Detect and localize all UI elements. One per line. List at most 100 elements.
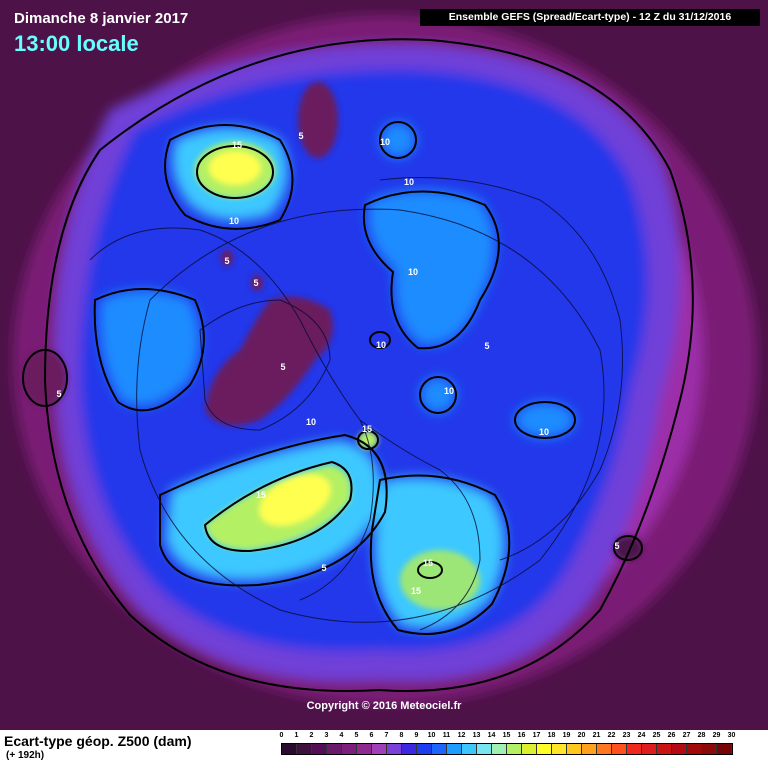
color-scale-cell xyxy=(582,744,597,754)
color-scale-cell xyxy=(327,744,342,754)
color-scale-cell xyxy=(672,744,687,754)
forecast-time: 13:00 locale xyxy=(14,31,139,56)
color-scale-cell xyxy=(597,744,612,754)
color-scale-cell xyxy=(402,744,417,754)
color-scale-cell xyxy=(342,744,357,754)
spread-peak-america-green xyxy=(400,550,480,610)
color-scale-tick-label: 5 xyxy=(354,732,359,739)
contour-10-pacific xyxy=(159,433,388,587)
coastline-eurasia xyxy=(379,177,623,561)
color-scale-tick-label: 7 xyxy=(384,732,389,739)
color-scale-tick-label: 19 xyxy=(562,732,571,739)
color-scale-tick-label: 22 xyxy=(607,732,616,739)
color-scale-tick-label: 9 xyxy=(414,732,419,739)
color-scale-cell xyxy=(432,744,447,754)
low-spread-dot-b xyxy=(251,275,263,291)
spread-peak-pacific-yellow xyxy=(259,474,331,526)
forecast-lead-time: (+ 192h) xyxy=(6,750,45,761)
color-scale-tick-label: 27 xyxy=(682,732,691,739)
contour-label: 10 xyxy=(408,267,418,277)
contour-label: 10 xyxy=(380,137,390,147)
spread-area-north-small xyxy=(380,122,416,158)
contour-10-north-small xyxy=(379,121,417,159)
color-scale-tick-label: 0 xyxy=(279,732,284,739)
forecast-date: Dimanche 8 janvier 2017 xyxy=(14,10,189,27)
color-scale-cell xyxy=(357,744,372,754)
contour-label: 10 xyxy=(539,427,549,437)
contour-10-small xyxy=(419,376,457,414)
contour-label: 10 xyxy=(376,340,386,350)
color-scale-tick-label: 28 xyxy=(697,732,706,739)
contour-15-america xyxy=(417,561,443,579)
contour-label: 5 xyxy=(298,131,303,141)
model-run-info: Ensemble GEFS (Spread/Ecart-type) - 12 Z… xyxy=(420,9,760,26)
color-scale-tick-label: 3 xyxy=(324,732,329,739)
color-scale-cell xyxy=(462,744,477,754)
color-scale-cell xyxy=(312,744,327,754)
color-scale-tick-label: 11 xyxy=(442,732,451,739)
spread-area-small xyxy=(420,377,456,413)
color-scale-tick-label: 21 xyxy=(592,732,601,739)
color-scale-cell xyxy=(657,744,672,754)
color-scale: 0 1 2 3 4 5 6 7 8 9 10 11 12 13 14 15 16 17 18 19 20 21 22 23 24… xyxy=(280,732,747,766)
color-scale-cell xyxy=(417,744,432,754)
color-scale-labels: 0 1 2 3 4 5 6 7 8 9 10 11 12 13 14 15 16 17 18 19 20 21 22 23 24… xyxy=(280,732,747,742)
color-scale-cell xyxy=(507,744,522,754)
contour-15-alaska xyxy=(357,430,379,450)
color-scale-cell xyxy=(552,744,567,754)
color-scale-cell xyxy=(372,744,387,754)
contour-labels: 15 5 10 10 10 5 5 10 10 5 5 5 10 10 10 1… xyxy=(56,131,619,596)
contour-15-north xyxy=(196,145,274,199)
contour-label: 5 xyxy=(280,362,285,372)
color-scale-tick-label: 29 xyxy=(712,732,721,739)
contour-5-southeast xyxy=(613,535,643,561)
contour-label: 10 xyxy=(306,417,316,427)
low-spread-north xyxy=(298,82,338,158)
color-scale-tick-label: 26 xyxy=(667,732,676,739)
color-scale-cell xyxy=(567,744,582,754)
contour-label: 10 xyxy=(444,386,454,396)
contour-label: 10 xyxy=(404,177,414,187)
color-scale-cell xyxy=(447,744,462,754)
contour-label: 10 xyxy=(229,216,239,226)
contour-label: 15 xyxy=(423,558,433,568)
color-scale-cell xyxy=(477,744,492,754)
coastline-north-america xyxy=(89,227,374,601)
color-scale-tick-label: 18 xyxy=(547,732,556,739)
color-scale-tick-label: 4 xyxy=(339,732,344,739)
low-spread-arctic xyxy=(205,296,333,426)
latitude-circle xyxy=(136,208,605,623)
color-scale-bar xyxy=(281,743,733,755)
color-scale-tick-label: 14 xyxy=(487,732,496,739)
color-scale-tick-label: 1 xyxy=(294,732,299,739)
color-scale-tick-label: 2 xyxy=(309,732,314,739)
low-spread-southeast xyxy=(614,536,642,560)
color-scale-cell xyxy=(642,744,657,754)
spread-area-canada xyxy=(99,290,200,407)
spread-peak-north-yellow xyxy=(209,151,261,185)
color-scale-cell xyxy=(522,744,537,754)
copyright-notice: Copyright © 2016 Meteociel.fr xyxy=(306,700,462,712)
color-scale-tick-label: 15 xyxy=(502,732,511,739)
color-scale-cell xyxy=(387,744,402,754)
color-scale-tick-label: 30 xyxy=(727,732,736,739)
contour-5-main xyxy=(43,38,694,693)
contour-label: 15 xyxy=(362,424,372,434)
coastline-greenland xyxy=(199,299,331,431)
color-scale-cell xyxy=(702,744,717,754)
contour-label: 5 xyxy=(321,563,326,573)
color-scale-tick-label: 23 xyxy=(622,732,631,739)
color-scale-tick-label: 16 xyxy=(517,732,526,739)
coastlines xyxy=(89,177,623,631)
coastline-europe xyxy=(359,419,481,631)
low-spread-dot-a xyxy=(221,250,233,266)
color-scale-tick-label: 25 xyxy=(652,732,661,739)
contour-label: 15 xyxy=(411,586,421,596)
contour-label: 5 xyxy=(484,341,489,351)
contour-label: 5 xyxy=(56,389,61,399)
legend-title: Ecart-type géop. Z500 (dam) xyxy=(4,733,192,749)
color-scale-cell xyxy=(717,744,732,754)
contour-label: 5 xyxy=(224,256,229,266)
color-scale-cell xyxy=(297,744,312,754)
contour-label: 5 xyxy=(253,278,258,288)
